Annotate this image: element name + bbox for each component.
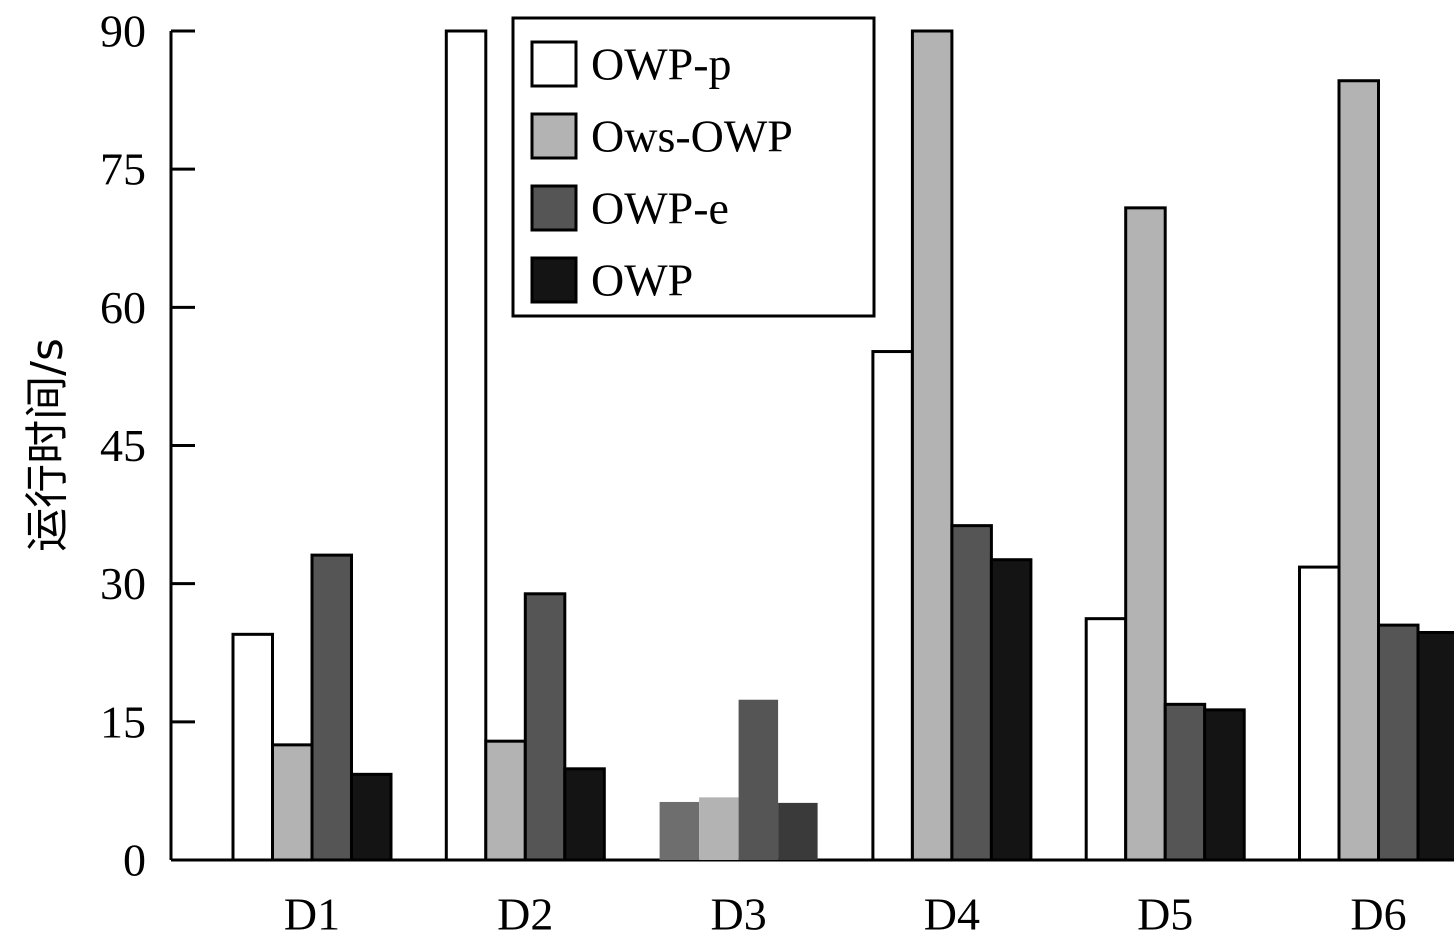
legend-label: OWP-p	[591, 39, 732, 90]
bar-ows-owp-d3	[699, 797, 739, 860]
bar-owp-e-d2	[523, 592, 567, 862]
y-tick-label: 30	[100, 558, 146, 609]
bar-owp-e-d5	[1163, 702, 1207, 862]
bar-owp-d6	[1416, 630, 1454, 862]
legend-label: OWP-e	[591, 183, 729, 234]
x-tick-label: D5	[1137, 889, 1193, 940]
bar-owp-d3	[778, 802, 818, 860]
legend-swatch	[530, 112, 578, 160]
y-tick-label: 60	[100, 282, 146, 333]
bar-owp-p-d1	[231, 632, 274, 862]
bar-owp-d2	[563, 767, 606, 862]
bar-owp-e-d4	[950, 524, 993, 862]
y-tick-label: 45	[100, 420, 146, 471]
x-tick-label: D4	[924, 889, 980, 940]
bar-owp-e-d1	[310, 553, 353, 862]
bar-ows-owp-d4	[910, 29, 954, 862]
x-tick-label: D3	[710, 889, 766, 940]
bar-owp-d5	[1203, 708, 1246, 862]
bar-ows-owp-d6	[1337, 79, 1380, 862]
x-tick-label: D6	[1350, 889, 1406, 940]
legend-label: Ows-OWP	[591, 111, 793, 162]
y-axis: 0 15 30 45 60 75 90	[100, 6, 195, 886]
bars-group	[231, 29, 1454, 862]
bar-owp-p-d3	[659, 801, 700, 860]
bar-ows-owp-d5	[1124, 206, 1167, 862]
bar-ows-owp-d2	[484, 739, 527, 862]
y-tick-label: 15	[100, 696, 146, 747]
y-tick-label: 75	[100, 144, 146, 195]
bar-ows-owp-d1	[271, 743, 314, 862]
y-tick-label: 90	[100, 6, 146, 57]
bar-owp-d4	[989, 558, 1033, 862]
bar-owp-p-d4	[871, 350, 914, 862]
bar-owp-d1	[350, 772, 393, 862]
y-axis-label: 运行时间/s	[22, 338, 73, 552]
y-tick-label: 0	[123, 835, 146, 886]
legend-swatch	[530, 256, 578, 304]
bar-owp-p-d2	[444, 29, 488, 862]
x-tick-label: D1	[284, 889, 340, 940]
bar-owp-p-d5	[1084, 617, 1128, 862]
bar-owp-e-d3	[738, 699, 779, 860]
legend-swatch	[530, 184, 578, 232]
legend-label: OWP	[591, 255, 693, 306]
bar-owp-p-d6	[1298, 565, 1341, 862]
bar-owp-e-d6	[1377, 623, 1420, 862]
legend: OWP-p Ows-OWP OWP-e OWP	[511, 16, 876, 318]
legend-swatch	[530, 40, 578, 88]
x-axis: D1 D2 D3 D4 D5 D6	[171, 858, 1450, 940]
x-tick-label: D2	[497, 889, 553, 940]
